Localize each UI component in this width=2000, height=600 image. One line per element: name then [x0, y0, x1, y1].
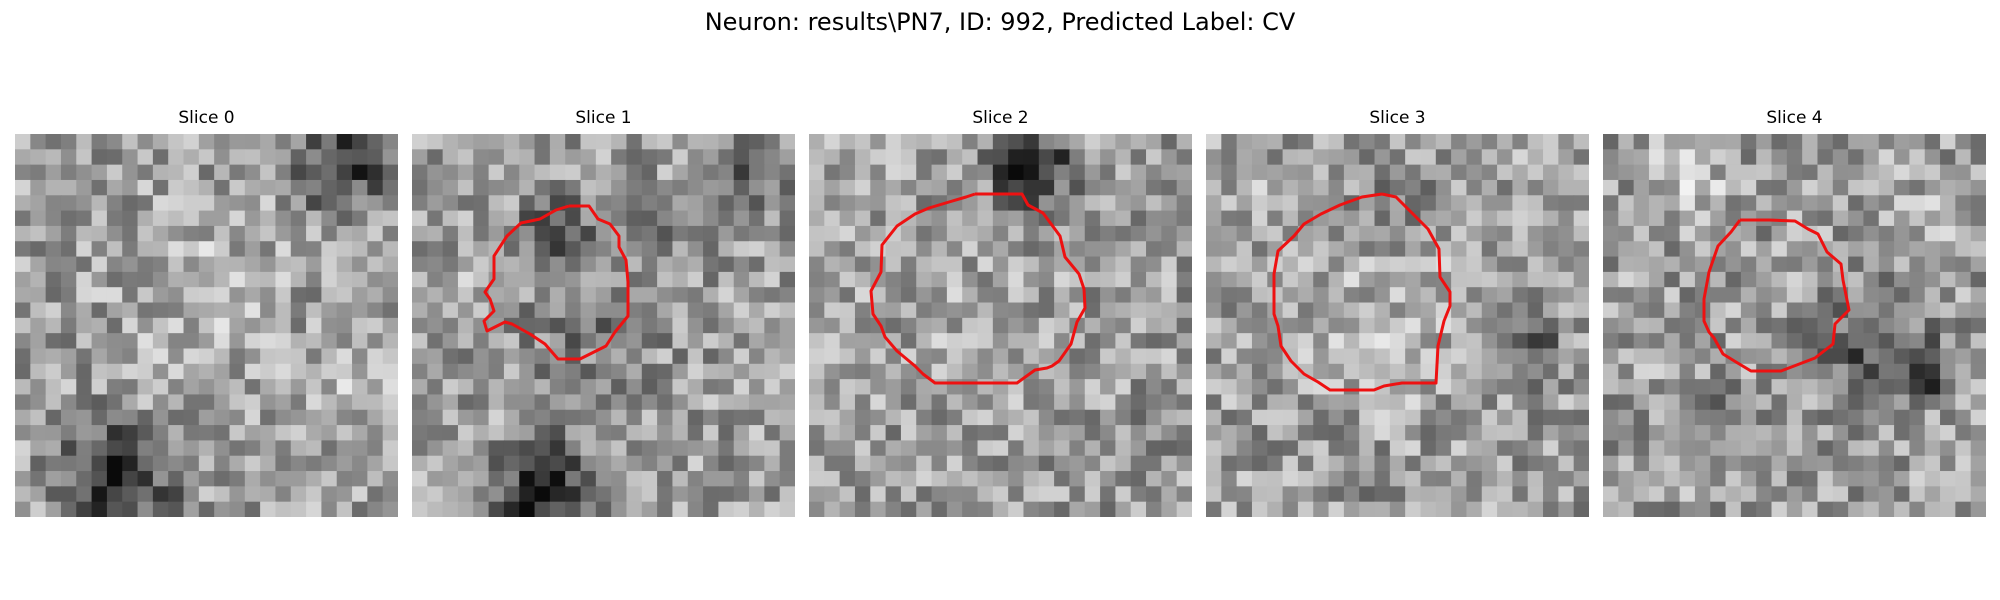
slice-panel-1: Slice 1 — [412, 108, 795, 518]
slice-image — [1603, 134, 1986, 517]
slice-title: Slice 4 — [1766, 108, 1823, 128]
slice-panel-4: Slice 4 — [1603, 108, 1986, 518]
slice-image — [15, 134, 398, 517]
slice-image — [412, 134, 795, 517]
slice-title: Slice 3 — [1369, 108, 1426, 128]
pixel-grid — [809, 134, 1192, 517]
pixel-grid — [15, 134, 398, 517]
contour-outline — [482, 204, 630, 361]
slice-panel-0: Slice 0 — [15, 108, 398, 518]
pixel-grid — [1603, 134, 1986, 517]
contour-outline — [1702, 218, 1851, 373]
slice-image — [1206, 134, 1589, 517]
slice-panel-3: Slice 3 — [1206, 108, 1589, 518]
slice-image — [809, 134, 1192, 517]
contour-outline — [869, 192, 1087, 385]
slice-title: Slice 2 — [972, 108, 1029, 128]
figure-title: Neuron: results\PN7, ID: 992, Predicted … — [704, 8, 1296, 36]
contour-outline — [1272, 192, 1452, 392]
slice-title: Slice 1 — [575, 108, 632, 128]
slice-title: Slice 0 — [178, 108, 235, 128]
pixel-grid — [412, 134, 795, 517]
slice-panel-2: Slice 2 — [809, 108, 1192, 518]
pixel-grid — [1206, 134, 1589, 517]
